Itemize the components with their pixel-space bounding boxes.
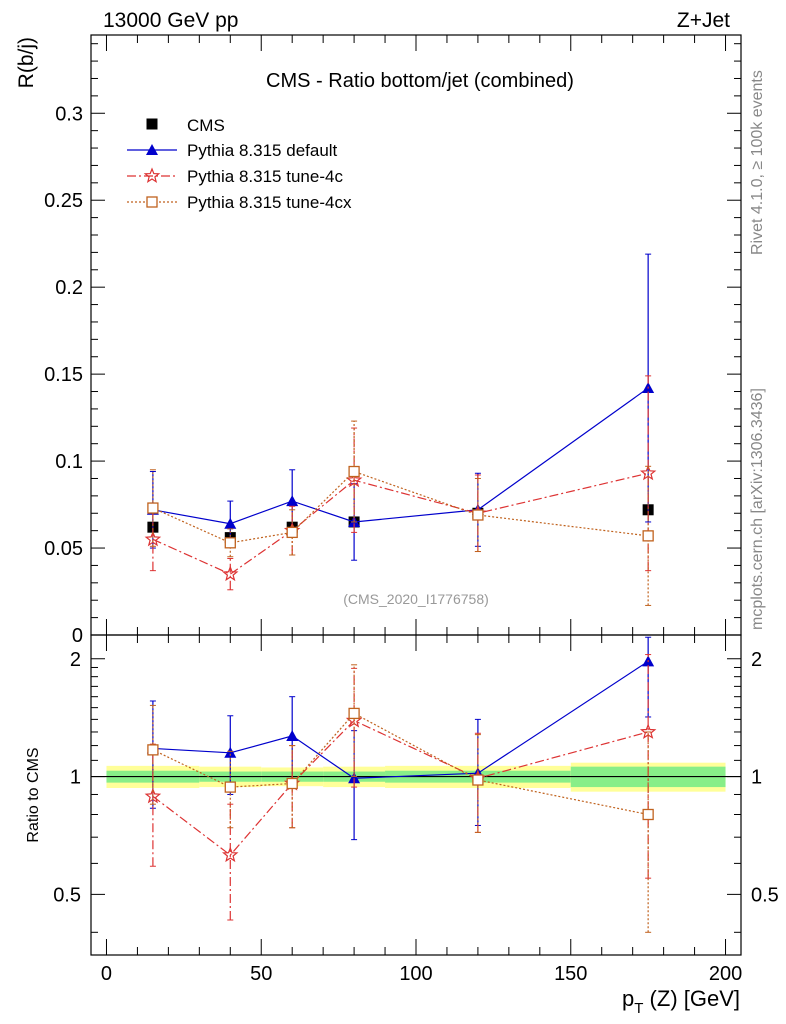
y-axis-label: R(b/j) [15, 37, 38, 88]
series-line-0 [152, 387, 649, 525]
side-mcplots-label: mcplots.cern.ch [arXiv:1306.3436] [749, 388, 766, 630]
ratio-tick-label-right: 1 [751, 767, 762, 789]
main-y-ticks: 0 0.05 0.1 0.15 0.2 0.25 0.3 [44, 43, 741, 647]
ratio-point [286, 777, 298, 790]
watermark-label: (CMS_2020_I1776758) [343, 591, 489, 607]
ratio-y-ticks: 0.5 0.5 1 1 2 2 [53, 649, 779, 933]
ratio-plot-frame [90, 634, 742, 956]
side-rivet-label: Rivet 4.1.0, ≥ 100k events [749, 70, 766, 255]
x-tick-label: 0 [101, 963, 112, 985]
ratio-tick-label: 1 [70, 767, 81, 789]
x-axis-label-rest: (Z) [GeV] [643, 986, 740, 1011]
ratio-point [224, 746, 237, 758]
chart-title: CMS - Ratio bottom/jet (combined) [266, 70, 574, 92]
header-energy-label: 13000 GeV pp [103, 9, 238, 32]
series-point [286, 495, 299, 507]
ratio-y-axis-label: Ratio to CMS [25, 747, 42, 842]
legend-label-cms: CMS [187, 116, 225, 135]
ratio-point [147, 744, 159, 756]
y-tick-label: 0.25 [44, 190, 83, 212]
ratio-point [224, 781, 236, 793]
x-axis-ticks: 0 50 100 150 200 [101, 35, 742, 985]
x-tick-label: 150 [554, 963, 587, 985]
legend: CMS Pythia 8.315 default Pythia 8.315 tune… [127, 116, 352, 212]
ratio-tick-label-right: 0.5 [751, 884, 779, 906]
ratio-point [286, 729, 299, 741]
main-series-layer [144, 253, 657, 606]
legend-label: Pythia 8.315 tune-4c [187, 167, 343, 186]
series-point [348, 465, 360, 478]
legend-label: Pythia 8.315 default [187, 141, 338, 160]
ratio-point [348, 772, 361, 784]
series-point [642, 530, 654, 542]
y-tick-label: 0 [72, 625, 83, 647]
x-axis-label-sub: T [634, 1000, 643, 1017]
legend-marker [146, 196, 158, 208]
ratio-series-layer [144, 636, 657, 933]
x-axis-label: pT (Z) [GeV] [622, 986, 740, 1017]
series-line-1 [152, 472, 649, 575]
main-plot: CMS - Ratio bottom/jet (combined) (CMS_2… [15, 34, 742, 647]
series-point [147, 502, 159, 514]
legend-marker [146, 144, 158, 155]
x-tick-label: 100 [399, 963, 432, 985]
legend-label: Pythia 8.315 tune-4cx [187, 193, 352, 212]
legend-marker [143, 167, 161, 184]
x-tick-label: 200 [709, 963, 742, 985]
y-tick-label: 0.1 [55, 451, 83, 473]
ratio-point [348, 707, 360, 720]
series-point [224, 537, 236, 549]
y-tick-label: 0.3 [55, 103, 83, 125]
ratio-point [642, 808, 654, 821]
header-process-label: Z+Jet [677, 9, 730, 32]
ratio-tick-label: 2 [70, 649, 81, 671]
y-tick-label: 0.15 [44, 364, 83, 386]
series-point [472, 509, 484, 521]
y-tick-label: 0.2 [55, 277, 83, 299]
series-point [286, 526, 298, 539]
ratio-uncertainty-bands [106, 762, 726, 792]
ratio-point [472, 774, 484, 786]
series-point [345, 471, 363, 488]
ratio-point [221, 846, 239, 863]
x-axis-label-p: p [622, 986, 634, 1011]
ratio-tick-label: 0.5 [53, 884, 81, 906]
ratio-line-1 [152, 719, 649, 856]
series-point [222, 565, 239, 582]
legend-marker-cms [146, 118, 158, 130]
ratio-plot: 0.5 0.5 1 1 2 2 Ratio to CMS [25, 634, 779, 956]
ratio-tick-label-right: 2 [751, 649, 762, 671]
x-tick-label: 50 [250, 963, 272, 985]
series-point [224, 517, 237, 529]
ratio-line-0 [152, 660, 649, 779]
y-tick-label: 0.05 [44, 538, 83, 560]
